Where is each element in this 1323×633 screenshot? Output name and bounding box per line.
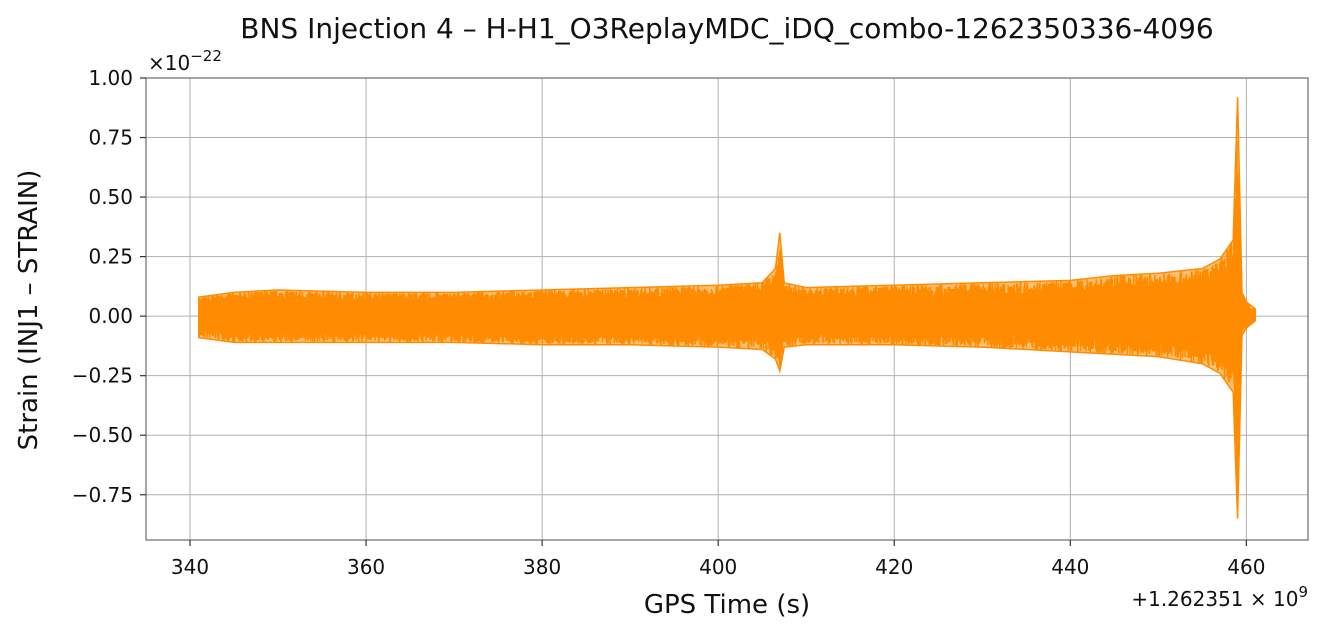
x-tick-label: 460 (1227, 555, 1265, 579)
y-tick-label: 0.75 (88, 126, 133, 150)
y-tick-label: −0.75 (72, 483, 133, 507)
chart-title: BNS Injection 4 – H-H1_O3ReplayMDC_iDQ_c… (240, 12, 1213, 45)
x-tick-label: 360 (347, 555, 385, 579)
y-scale-multiplier: ×10−22 (148, 47, 222, 75)
y-tick-label: 0.25 (88, 245, 133, 269)
y-tick-label: 0.50 (88, 185, 133, 209)
axes-frame (145, 77, 1309, 541)
strain-envelope (198, 97, 1256, 519)
x-tick-label: 440 (1051, 555, 1089, 579)
y-axis-label: Strain (INJ1 – STRAIN) (14, 170, 44, 451)
x-tick-label: 420 (875, 555, 913, 579)
x-tick-label: 380 (523, 555, 561, 579)
x-ticks: 340 360 380 400 420 440 460 (171, 540, 1265, 579)
y-tick-label: 1.00 (88, 66, 133, 90)
x-axis-label: GPS Time (s) (644, 590, 810, 620)
y-tick-label: −0.50 (72, 423, 133, 447)
y-tick-label: −0.25 (72, 364, 133, 388)
y-ticks: −0.75 −0.50 −0.25 0.00 0.25 0.50 0.75 1.00 (72, 66, 146, 507)
plot-area (198, 97, 1256, 519)
x-tick-label: 400 (699, 555, 737, 579)
x-tick-label: 340 (171, 555, 209, 579)
x-offset-label: +1.262351 × 109 (1131, 583, 1308, 611)
y-tick-label: 0.00 (88, 304, 133, 328)
